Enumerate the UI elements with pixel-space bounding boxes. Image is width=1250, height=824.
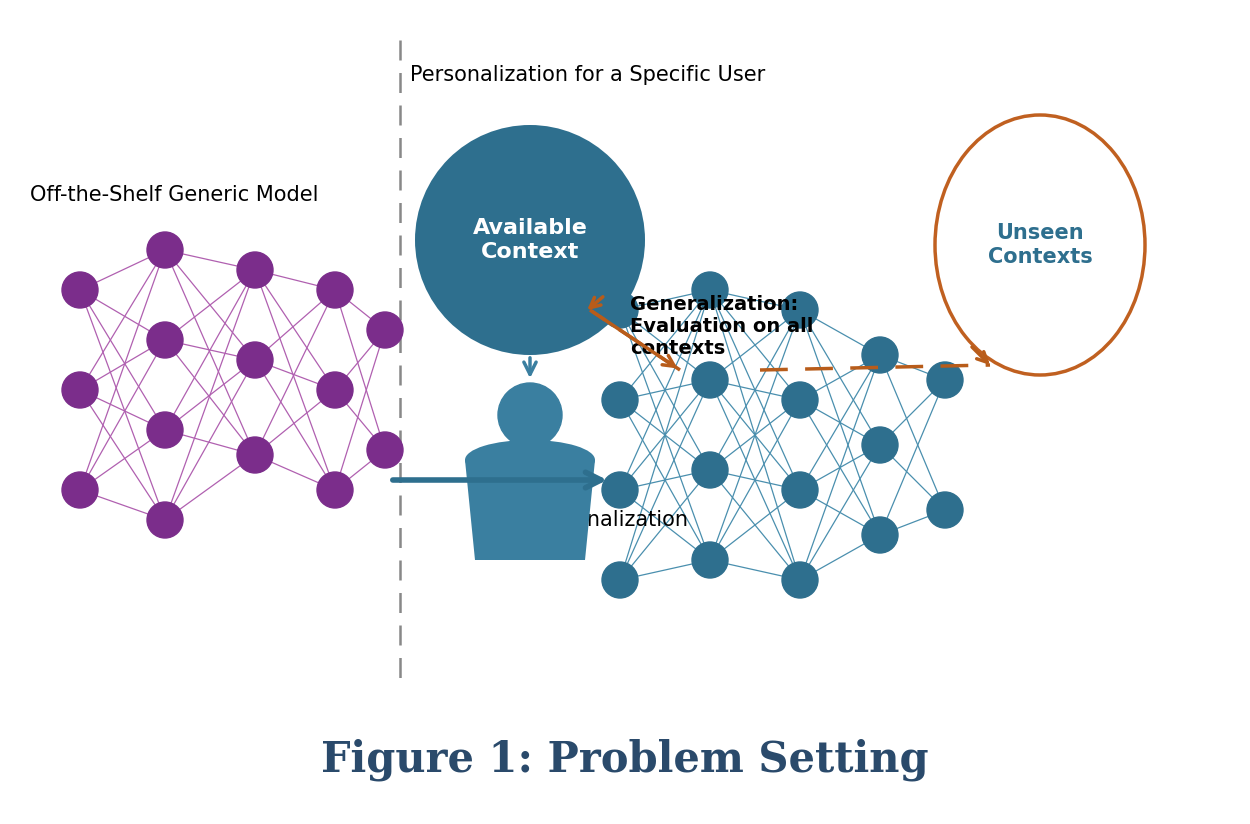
Circle shape: [928, 362, 962, 398]
Circle shape: [782, 562, 818, 598]
Circle shape: [62, 372, 98, 408]
Ellipse shape: [465, 440, 595, 480]
Circle shape: [415, 125, 645, 355]
Circle shape: [148, 322, 182, 358]
Circle shape: [862, 517, 897, 553]
Circle shape: [782, 292, 818, 328]
Circle shape: [862, 337, 897, 373]
Polygon shape: [465, 460, 595, 560]
Circle shape: [318, 372, 352, 408]
Circle shape: [238, 342, 272, 378]
Text: Personalization: Personalization: [530, 510, 688, 530]
Circle shape: [602, 562, 638, 598]
Circle shape: [148, 412, 182, 448]
Text: Unseen
Contexts: Unseen Contexts: [988, 223, 1092, 267]
Circle shape: [148, 232, 182, 268]
Circle shape: [318, 472, 352, 508]
Circle shape: [368, 432, 402, 468]
Circle shape: [602, 292, 638, 328]
Circle shape: [238, 252, 272, 288]
Text: Generalization:
Evaluation on all
contexts: Generalization: Evaluation on all contex…: [630, 295, 814, 358]
Circle shape: [693, 272, 728, 308]
Circle shape: [602, 472, 638, 508]
Text: Figure 1: Problem Setting: Figure 1: Problem Setting: [321, 739, 929, 781]
Circle shape: [782, 472, 818, 508]
Circle shape: [238, 437, 272, 473]
Circle shape: [782, 382, 818, 418]
Circle shape: [693, 362, 728, 398]
Circle shape: [62, 272, 98, 308]
Circle shape: [318, 272, 352, 308]
Text: Off-the-Shelf Generic Model: Off-the-Shelf Generic Model: [30, 185, 319, 205]
Ellipse shape: [935, 115, 1145, 375]
Circle shape: [928, 492, 962, 528]
Circle shape: [602, 382, 638, 418]
Circle shape: [862, 427, 897, 463]
Text: Available
Context: Available Context: [472, 218, 588, 261]
Circle shape: [148, 502, 182, 538]
Text: Personalization for a Specific User: Personalization for a Specific User: [410, 65, 765, 85]
Circle shape: [62, 472, 98, 508]
Circle shape: [368, 312, 402, 348]
Circle shape: [693, 452, 728, 488]
Circle shape: [498, 383, 562, 447]
Circle shape: [693, 542, 728, 578]
